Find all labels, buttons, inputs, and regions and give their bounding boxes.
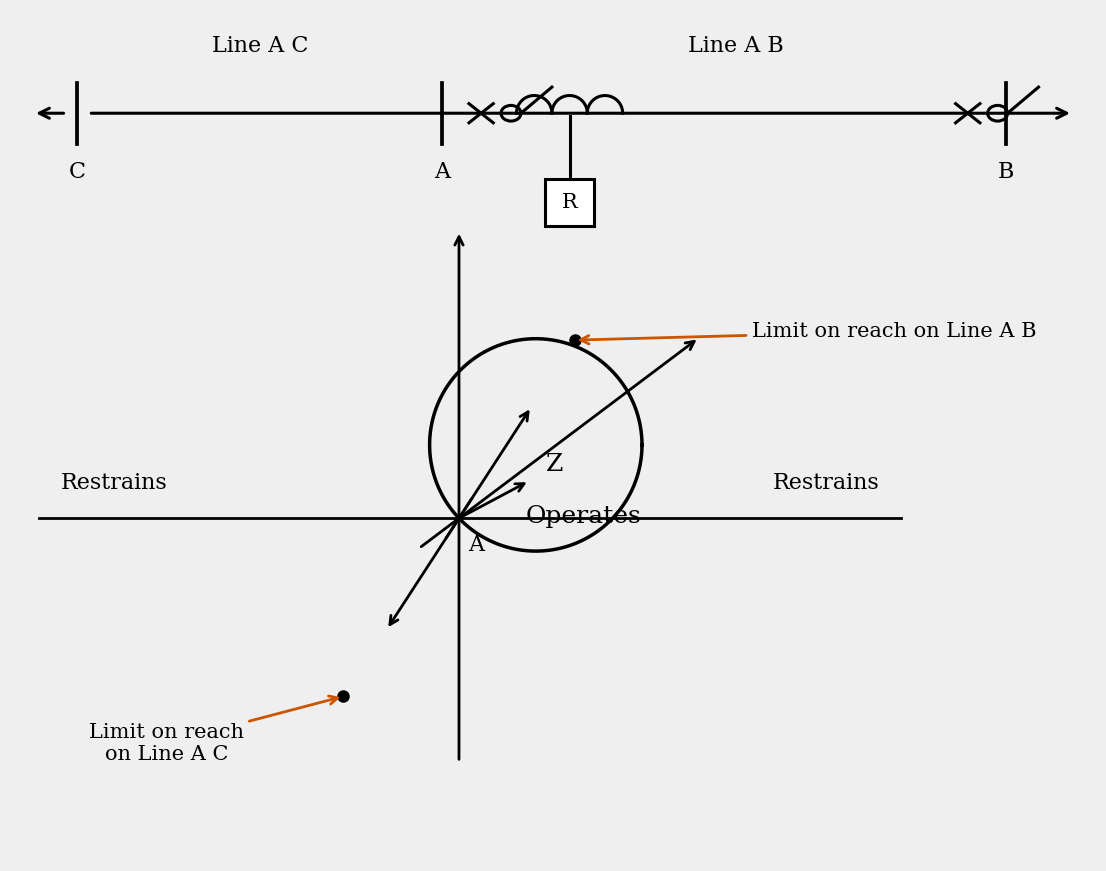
Text: R: R xyxy=(562,193,577,212)
Text: C: C xyxy=(69,161,86,183)
Text: B: B xyxy=(999,161,1014,183)
Text: Z: Z xyxy=(546,454,563,476)
Text: Restrains: Restrains xyxy=(772,472,879,495)
Text: A: A xyxy=(468,534,483,556)
Text: Line A C: Line A C xyxy=(211,35,309,57)
Text: A: A xyxy=(435,161,450,183)
Text: Operates: Operates xyxy=(525,505,641,528)
Bar xyxy=(544,179,595,226)
Text: Restrains: Restrains xyxy=(61,472,168,495)
Text: Limit on reach on Line A B: Limit on reach on Line A B xyxy=(581,322,1036,344)
Text: Line A B: Line A B xyxy=(688,35,783,57)
Text: Limit on reach
on Line A C: Limit on reach on Line A C xyxy=(88,696,337,764)
